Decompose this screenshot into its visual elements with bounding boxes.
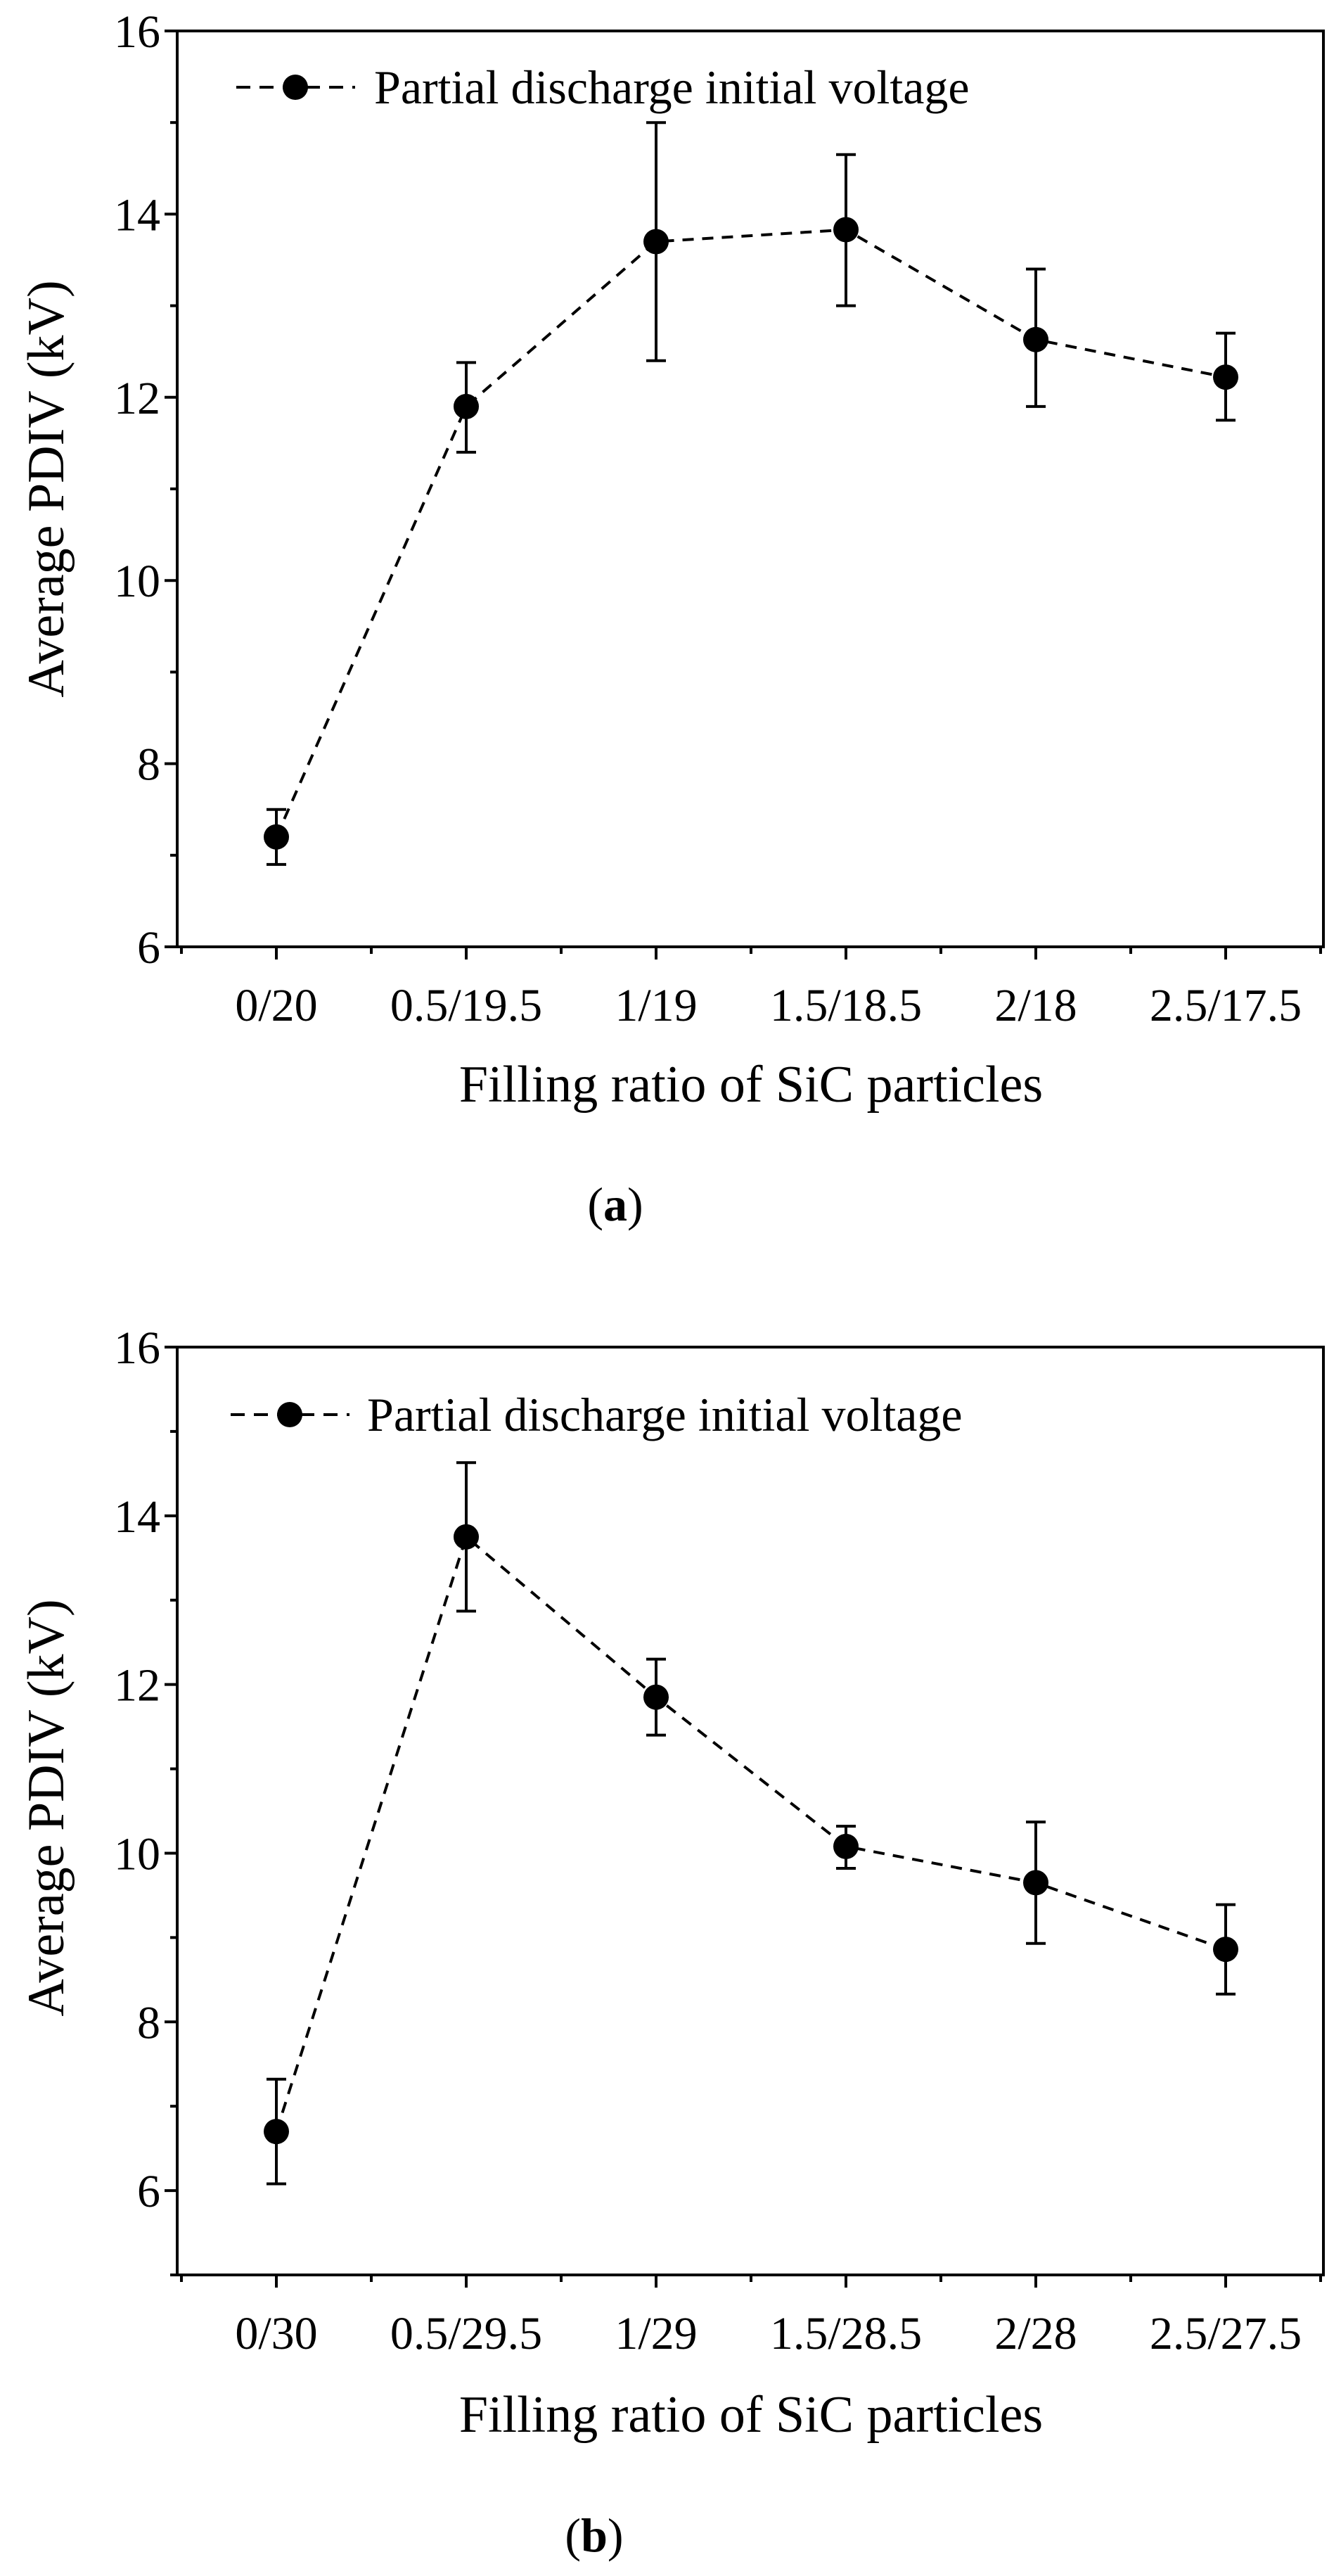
data-point	[643, 1684, 669, 1710]
data-point	[1213, 364, 1238, 390]
legend-label-b: Partial discharge initial voltage	[367, 1388, 963, 1441]
data-point	[1213, 1937, 1238, 1963]
chart-panel-b: 6 8 10 12 14 16 0/30 0.5/29.5 1/29 1.5/28.5 2/28 2.…	[18, 1322, 1325, 2562]
x-tick-label: 0/20	[235, 980, 317, 1031]
caption-open-a: (	[587, 1178, 603, 1231]
caption-a: (a)	[587, 1178, 643, 1231]
x-tick-label: 1.5/28.5	[770, 2308, 922, 2359]
legend-label-a: Partial discharge initial voltage	[374, 60, 970, 114]
legend-b: Partial discharge initial voltage	[231, 1388, 963, 1441]
y-tick-label: 6	[137, 2166, 160, 2217]
data-point	[454, 1524, 479, 1550]
x-tick-label: 0.5/29.5	[390, 2308, 542, 2359]
x-tick-label: 0.5/19.5	[390, 980, 542, 1031]
y-tick-label: 10	[114, 1828, 160, 1880]
data-point	[264, 824, 289, 850]
series-line	[275, 228, 1226, 838]
x-tick-label: 1/19	[615, 980, 697, 1031]
y-axis-label-b: Average PDIV (kV)	[18, 1599, 75, 2016]
x-tick-label: 2/18	[994, 980, 1077, 1031]
x-tick-label: 2.5/17.5	[1150, 980, 1302, 1031]
y-tick-label: 10	[114, 556, 160, 607]
caption-letter-b: b	[581, 2508, 608, 2562]
x-tick-label: 2.5/27.5	[1150, 2308, 1302, 2359]
legend-marker-a	[283, 75, 308, 100]
data-point	[833, 1833, 859, 1859]
y-tick-label: 14	[114, 189, 160, 241]
x-tick-label: 1/29	[615, 2308, 697, 2359]
data-point	[1023, 1870, 1048, 1896]
data-point	[454, 393, 479, 419]
y-axis-label-a: Average PDIV (kV)	[18, 280, 75, 697]
plot-frame-b	[176, 1346, 1325, 2276]
y-tick-label: 12	[114, 373, 160, 424]
caption-open-b: (	[565, 2508, 581, 2562]
data-point	[643, 229, 669, 255]
caption-letter-a: a	[603, 1178, 627, 1231]
y-tick-label: 16	[114, 1322, 160, 1374]
x-axis-label-a: Filling ratio of SiC particles	[459, 1056, 1043, 1114]
chart-panel-a: 6 8 10 12 14 16 0/20 0.5/19.5 1/19 1.5/18.5 2/18 2.…	[18, 6, 1325, 1231]
marks-b	[264, 1461, 1238, 2186]
legend-marker-b	[277, 1402, 302, 1427]
x-axis-label-b: Filling ratio of SiC particles	[459, 2386, 1043, 2444]
caption-close-b: )	[608, 2508, 624, 2562]
y-tick-label: 14	[114, 1491, 160, 1543]
marks-a	[264, 121, 1238, 866]
data-point	[264, 2119, 289, 2145]
y-tick-label: 16	[114, 6, 160, 58]
y-tick-label: 8	[137, 739, 160, 791]
series-line	[275, 1534, 1226, 2132]
data-point	[1023, 326, 1048, 352]
y-tick-label: 12	[114, 1660, 160, 1711]
x-tick-label: 0/30	[235, 2308, 317, 2359]
data-point	[833, 217, 859, 243]
y-tick-label: 8	[137, 1997, 160, 2048]
ticks-b: 6 8 10 12 14 16 0/30 0.5/29.5 1/29 1.5/28.5 2/28 2.…	[114, 1322, 1322, 2359]
x-tick-label: 1.5/18.5	[770, 980, 922, 1031]
ticks-a: 6 8 10 12 14 16 0/20 0.5/19.5 1/19 1.5/18.5 2/18 2.…	[114, 6, 1322, 1031]
legend-a: Partial discharge initial voltage	[236, 60, 970, 114]
caption-close-a: )	[627, 1178, 643, 1231]
plot-frame-a	[176, 30, 1325, 948]
caption-b: (b)	[565, 2508, 623, 2562]
x-tick-label: 2/28	[994, 2308, 1077, 2359]
y-tick-label: 6	[137, 922, 160, 974]
